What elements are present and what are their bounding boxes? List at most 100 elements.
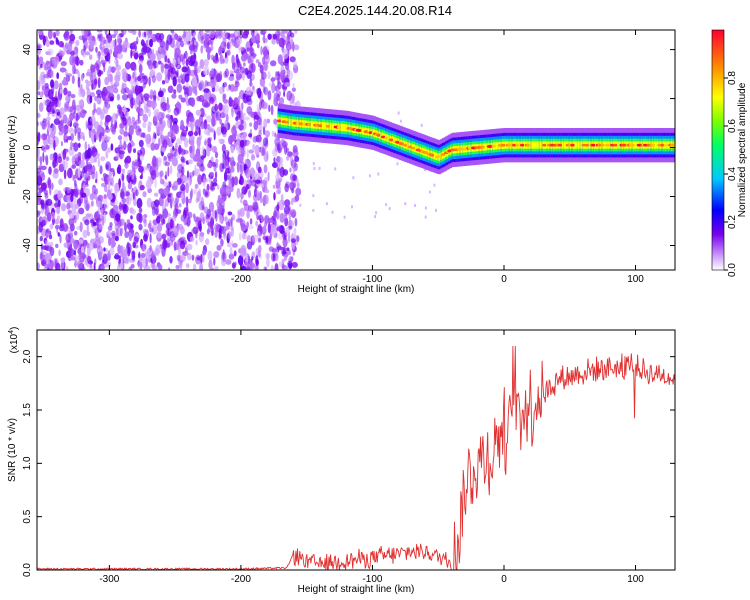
noise-cell: [267, 171, 270, 182]
noise-cell: [290, 32, 295, 38]
noise-cell: [162, 139, 168, 150]
noise-cell: [164, 161, 170, 167]
noise-cell: [175, 209, 182, 215]
noise-cell: [203, 93, 209, 101]
noise-cell: [70, 140, 73, 151]
noise-cell: [146, 197, 152, 208]
noise-cell: [270, 265, 274, 270]
noise-cell: [286, 155, 290, 161]
noise-cell: [48, 89, 54, 100]
noise-cell: [87, 80, 92, 87]
noise-cell: [291, 87, 296, 92]
noise-cell: [209, 128, 215, 133]
noise-cell: [180, 73, 183, 79]
ridge-cell: [290, 118, 293, 127]
noise-cell: [135, 125, 141, 136]
noise-cell: [150, 100, 157, 109]
noise-cell: [213, 251, 220, 258]
ridge-peak: [519, 143, 525, 147]
noise-cell: [173, 117, 178, 125]
noise-cell: [215, 158, 219, 165]
noise-cell: [264, 180, 268, 186]
noise-cell: [243, 62, 246, 67]
noise-cell: [38, 75, 41, 85]
noise-cell: [91, 200, 94, 207]
noise-cell: [252, 234, 259, 243]
x-tick-label: -200: [231, 574, 251, 585]
noise-cell: [100, 32, 103, 43]
noise-cell: [155, 50, 159, 56]
noise-cell: [262, 137, 269, 147]
noise-cell: [213, 164, 217, 172]
noise-speck: [385, 203, 388, 207]
noise-cell: [282, 48, 289, 60]
noise-cell: [203, 206, 209, 214]
noise-cell: [104, 30, 108, 36]
y-tick-label: 1.5: [22, 403, 33, 417]
noise-speck: [312, 194, 315, 198]
noise-cell: [143, 43, 147, 53]
noise-cell: [115, 59, 119, 68]
noise-cell: [185, 263, 190, 269]
ridge-cell: [310, 121, 314, 129]
noise-cell: [103, 194, 107, 199]
noise-cell: [117, 52, 123, 60]
colorbar-tick-label: 0.6: [727, 119, 738, 133]
ridge-cell: [388, 135, 391, 143]
noise-cell: [226, 188, 231, 195]
snr-plot-area: [37, 345, 675, 570]
noise-cell: [192, 263, 197, 270]
noise-cell: [109, 222, 113, 228]
noise-cell: [241, 112, 246, 117]
noise-cell: [132, 148, 137, 154]
noise-speck: [352, 176, 355, 180]
noise-cell: [71, 164, 77, 169]
noise-cell: [98, 219, 104, 230]
noise-cell: [292, 166, 296, 173]
colorbar-tick-label: 0.4: [727, 167, 738, 181]
noise-cell: [107, 147, 111, 153]
noise-cell: [64, 117, 72, 125]
noise-cell: [87, 255, 92, 264]
noise-cell: [120, 188, 125, 199]
noise-cell: [37, 155, 41, 162]
noise-cell: [272, 148, 278, 157]
noise-cell: [107, 175, 113, 183]
noise-cell: [275, 208, 280, 220]
ridge-cell: [380, 132, 383, 140]
noise-cell: [37, 210, 41, 218]
noise-cell: [294, 155, 300, 162]
noise-cell: [93, 189, 99, 195]
noise-cell: [200, 45, 203, 54]
noise-cell: [62, 149, 67, 160]
noise-cell: [111, 125, 117, 135]
noise-cell: [222, 82, 228, 88]
noise-cell: [263, 164, 268, 174]
noise-cell: [58, 178, 63, 186]
noise-cell: [227, 231, 232, 240]
noise-cell: [51, 182, 54, 190]
noise-cell: [122, 246, 126, 255]
noise-cell: [272, 162, 278, 168]
noise-cell: [198, 136, 201, 147]
noise-cell: [135, 189, 139, 197]
noise-cell: [289, 44, 292, 50]
ridge-peak: [384, 136, 390, 140]
noise-cell: [40, 145, 46, 151]
ridge-cell: [535, 141, 538, 149]
noise-cell: [178, 203, 182, 208]
noise-cell: [125, 155, 132, 164]
noise-cell: [75, 127, 82, 134]
noise-cell: [198, 188, 202, 199]
noise-cell: [252, 201, 259, 212]
noise-cell: [77, 152, 82, 158]
noise-cell: [291, 211, 296, 219]
noise-speck: [334, 167, 337, 171]
noise-cell: [41, 85, 45, 91]
ridge-cell: [361, 127, 364, 135]
noise-cell: [40, 201, 45, 209]
noise-cell: [154, 199, 160, 208]
ridge-cell: [415, 145, 418, 153]
noise-cell: [159, 122, 165, 132]
noise-cell: [276, 226, 282, 232]
